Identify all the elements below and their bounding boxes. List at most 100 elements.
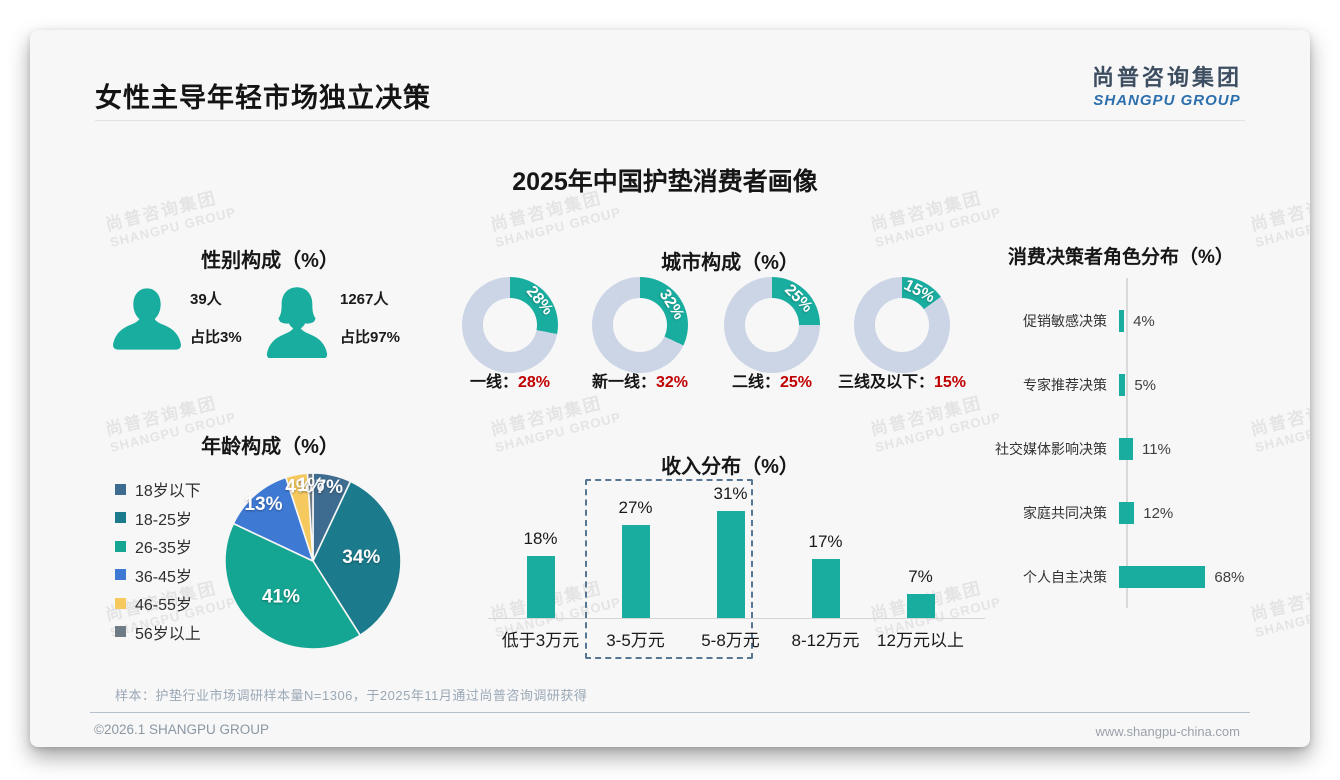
decision-bar: [1119, 374, 1126, 396]
decision-row: 专家推荐决策 5%: [985, 353, 1295, 417]
donut-caption-value: 32%: [655, 374, 689, 391]
decision-category-label: 促销敏感决策: [1023, 313, 1107, 329]
legend-item: 46-55岁: [115, 589, 201, 618]
decision-section-title: 消费决策者角色分布（%）: [1008, 247, 1234, 268]
donut-chart: 25%: [724, 277, 820, 373]
income-baseline: [488, 618, 985, 619]
income-category-label: 低于3万元: [501, 631, 580, 650]
donut-chart: 28%: [462, 277, 558, 373]
title-divider: [95, 120, 1245, 121]
legend-color-chip: [115, 597, 126, 609]
income-bar: [716, 511, 745, 618]
city-section-title: 城市构成（%）: [661, 252, 799, 274]
decision-value-label: 11%: [1141, 440, 1171, 458]
donut-caption-label: 一线：: [469, 374, 518, 391]
legend-color-chip: [115, 483, 126, 495]
pie-value-label: 34%: [342, 547, 380, 568]
website-text: www.shangpu-china.com: [1095, 724, 1240, 739]
legend-color-chip: [115, 569, 126, 581]
income-bar-cell: 31%: [683, 484, 778, 618]
legend-label: 18-25岁: [135, 511, 192, 529]
decision-row: 社交媒体影响决策 11%: [985, 417, 1295, 481]
pie-slice: [232, 476, 315, 563]
pie-value-label: 7%: [316, 477, 344, 498]
donut-caption: 三线及以下：15%: [792, 368, 1012, 392]
company-logo: 尚普咨询集团 SHANGPU GROUP: [1092, 60, 1242, 109]
legend-item: 26-35岁: [115, 532, 201, 561]
income-bar-cell: 18%: [493, 529, 588, 618]
male-share: 占比3%: [190, 329, 242, 346]
income-category-label: 8-12万元: [791, 631, 860, 650]
donut-chart: 15%: [854, 277, 950, 373]
legend-label: 26-35岁: [135, 540, 192, 558]
pie-slice: [312, 480, 402, 637]
decision-bar: [1119, 310, 1125, 332]
income-value-label: 7%: [908, 566, 933, 586]
donut-chart: 32%: [592, 277, 688, 373]
income-value-label: 18%: [523, 528, 558, 548]
female-share: 占比97%: [340, 329, 401, 346]
donut-caption-value: 25%: [779, 374, 813, 391]
income-bar: [526, 555, 555, 618]
decision-value-label: 68%: [1214, 568, 1245, 586]
decision-value-label: 5%: [1134, 376, 1157, 394]
pie-slice: [306, 472, 314, 562]
decision-category-label: 个人自主决策: [1023, 569, 1107, 585]
decision-category-label: 专家推荐决策: [1023, 377, 1107, 393]
pie-value-label: 4%: [285, 477, 313, 498]
female-count: 1267人: [340, 291, 389, 308]
income-bar: [811, 559, 840, 618]
income-category-label: 3-5万元: [606, 631, 665, 650]
income-bar: [621, 524, 650, 618]
income-bar-chart: 18% 27% 31% 17% 7% 低于3万元 3-5万元 5-8万元 8-12万元 12万元…: [488, 468, 985, 668]
male-count: 39人: [190, 291, 222, 308]
legend-label: 18岁以下: [135, 483, 201, 501]
income-value-label: 27%: [618, 497, 653, 517]
donut-caption: 一线：28%: [400, 368, 620, 392]
income-section-title: 收入分布（%）: [661, 456, 799, 478]
decision-row: 个人自主决策 68%: [985, 545, 1295, 609]
page-title: 女性主导年轻市场独立决策: [95, 83, 431, 113]
sample-note: 样本：护垫行业市场调研样本量N=1306，于2025年11月通过尚普咨询调研获得: [115, 688, 588, 703]
income-bar-cell: 7%: [873, 567, 968, 618]
female-icon: [262, 280, 332, 363]
decision-bar: [1119, 566, 1206, 588]
decision-row: 促销敏感决策 4%: [985, 289, 1295, 353]
donut-hole: [875, 298, 929, 352]
income-category-label: 5-8万元: [701, 631, 760, 650]
pie-value-label: 13%: [244, 494, 282, 515]
gender-female-item: 1267人 占比97%: [262, 280, 400, 363]
decision-row: 家庭共同决策 12%: [985, 481, 1295, 545]
footer-divider: [90, 712, 1250, 713]
donut-caption-label: 新一线：: [591, 374, 656, 391]
gender-section-title: 性别构成（%）: [201, 250, 339, 272]
decision-bar: [1119, 438, 1133, 460]
legend-color-chip: [115, 626, 126, 638]
decision-category-label: 社交媒体影响决策: [995, 441, 1107, 457]
decision-bar-chart: 促销敏感决策 4% 专家推荐决策 5% 社交媒体影响决策 11% 家庭共同决策 12% 个人自主…: [985, 278, 1295, 608]
income-value-label: 31%: [713, 484, 748, 504]
male-icon: [112, 280, 182, 363]
income-bar-cell: 17%: [778, 532, 873, 618]
pie-value-label: 41%: [262, 586, 300, 607]
income-bar: [906, 593, 935, 618]
donut-caption-value: 15%: [933, 374, 967, 391]
logo-english: SHANGPU GROUP: [1093, 92, 1241, 109]
legend-color-chip: [115, 512, 126, 524]
legend-label: 36-45岁: [135, 568, 192, 586]
pie-slice: [224, 522, 362, 650]
slide-card: 尚普咨询集团 SHANGPU GROUP 尚普咨询集团 SHANGPU GROUP 尚普…: [30, 30, 1310, 747]
decision-value-label: 12%: [1143, 504, 1174, 522]
donut-caption-value: 28%: [517, 374, 551, 391]
legend-item: 36-45岁: [115, 561, 201, 590]
gender-male-item: 39人 占比3%: [112, 280, 242, 363]
donut-caption: 二线：25%: [662, 368, 882, 392]
income-value-label: 17%: [808, 532, 843, 552]
income-highlight-box: [585, 479, 753, 659]
income-bar-cell: 27%: [588, 498, 683, 618]
donut-hole: [613, 298, 667, 352]
donut-hole: [745, 298, 799, 352]
legend-item: 18-25岁: [115, 504, 201, 533]
decision-bar: [1119, 502, 1135, 524]
donut-caption: 新一线：32%: [530, 368, 750, 392]
